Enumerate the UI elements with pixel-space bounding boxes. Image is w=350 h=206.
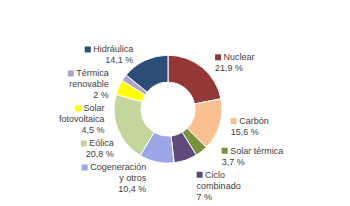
svg-text:fotovoltaica: fotovoltaica xyxy=(59,114,105,124)
svg-text:combinado: combinado xyxy=(197,181,241,191)
svg-text:Hidráulica: Hidráulica xyxy=(93,44,133,54)
svg-text:Solar térmica: Solar térmica xyxy=(230,146,283,156)
svg-text:7 %: 7 % xyxy=(197,192,213,202)
svg-text:21,9 %: 21,9 % xyxy=(215,63,243,73)
svg-text:14,1 %: 14,1 % xyxy=(105,55,133,65)
svg-text:Solar: Solar xyxy=(84,103,105,113)
svg-text:10,4 %: 10,4 % xyxy=(118,184,146,194)
svg-text:renovable: renovable xyxy=(69,79,109,89)
svg-text:Carbón: Carbón xyxy=(239,116,269,126)
svg-text:Ciclo: Ciclo xyxy=(205,170,225,180)
svg-text:20,8 %: 20,8 % xyxy=(86,149,114,159)
svg-text:2 %: 2 % xyxy=(93,90,109,100)
svg-text:Cogeneración: Cogeneración xyxy=(90,162,146,172)
svg-text:15,6 %: 15,6 % xyxy=(231,127,259,137)
svg-text:Nuclear: Nuclear xyxy=(224,52,255,62)
svg-text:3,7 %: 3,7 % xyxy=(222,157,245,167)
svg-text:y otros: y otros xyxy=(119,173,147,183)
svg-text:Térmica: Térmica xyxy=(76,68,109,78)
svg-text:Eólica: Eólica xyxy=(89,138,114,148)
svg-text:4,5 %: 4,5 % xyxy=(82,125,105,135)
